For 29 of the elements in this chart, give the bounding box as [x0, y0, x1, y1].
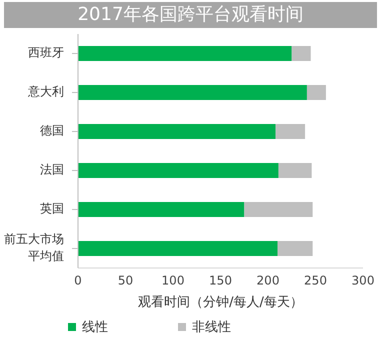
x-tick-label: 0	[74, 274, 82, 288]
x-tick-label: 250	[304, 274, 327, 288]
y-tick-label: 德国	[40, 124, 64, 138]
bar	[278, 241, 313, 256]
x-axis-title: 观看时间（分钟/每人/每天）	[138, 295, 303, 310]
bar	[78, 85, 307, 100]
y-tick-label: 英国	[40, 202, 64, 216]
bar	[278, 163, 312, 178]
bar	[78, 124, 276, 139]
y-tick-label: 前五大市场平均值	[4, 232, 64, 264]
legend-label: 非线性	[192, 320, 231, 335]
bar	[78, 241, 278, 256]
x-tick-label: 150	[209, 274, 232, 288]
bar	[78, 163, 278, 178]
x-tick-label: 50	[118, 274, 134, 288]
bar	[78, 46, 292, 61]
legend-label: 线性	[82, 320, 108, 335]
bar	[292, 46, 311, 61]
bar	[306, 85, 326, 100]
y-tick-label: 西班牙	[28, 46, 64, 60]
bar	[78, 202, 244, 217]
x-tick-label: 300	[352, 274, 374, 288]
bar	[244, 202, 313, 217]
x-tick-label: 100	[162, 274, 184, 288]
x-tick-label: 200	[256, 274, 280, 288]
y-tick-label: 法国	[40, 162, 64, 177]
chart-title: 2017年各国跨平台观看时间	[4, 2, 377, 28]
bar	[276, 124, 306, 139]
y-tick-label: 意大利	[27, 84, 64, 99]
